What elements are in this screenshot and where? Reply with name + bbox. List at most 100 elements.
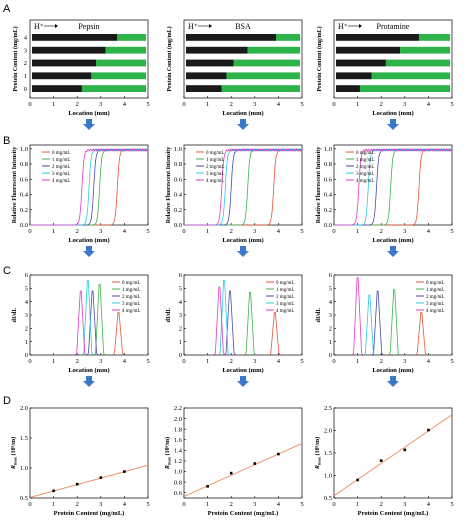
lane-dark-segment xyxy=(336,59,386,67)
legend-label: 2 mg/mL xyxy=(52,165,70,170)
y-tick-label: 1.5 xyxy=(324,450,332,457)
data-point xyxy=(379,459,383,462)
arrow-shaft xyxy=(240,246,246,251)
y-tick-label: 3 xyxy=(179,312,182,319)
legend-label: 3 mg/mL xyxy=(122,302,140,307)
x-tick-label: 2 xyxy=(380,228,383,235)
y-tick-label: 2 xyxy=(25,326,28,333)
y-tick-label: 0.6 xyxy=(324,176,333,183)
data-point xyxy=(123,470,126,473)
y-tick-label: 0.8 xyxy=(174,161,182,168)
lane-dark-segment xyxy=(32,59,97,67)
x-tick-label: 2 xyxy=(230,358,233,365)
arrow-shaft xyxy=(390,376,396,381)
y-tick-label: 1.0 xyxy=(20,465,28,472)
lane-dark-segment xyxy=(186,59,234,67)
legend-label: 4 mg/mL xyxy=(276,309,294,314)
lane-dark-segment xyxy=(336,85,360,92)
x-tick-label: 1 xyxy=(356,358,359,365)
panel-c-protamine: 0 1 2 3 4 5 0 1 2 3 4 5 6 0 mg/mL 1 mg/mL 2 mg/mL 3 mg/m… xyxy=(316,272,454,374)
y-tick-label: 0.8 xyxy=(324,161,332,168)
y-tick-label: 0.0 xyxy=(20,222,28,229)
y-tick-label: 0 xyxy=(179,352,182,359)
x-axis-label: Location (mm) xyxy=(222,237,263,244)
legend-label: 0 mg/mL xyxy=(206,151,224,156)
series-line xyxy=(184,148,302,226)
proton-arrow-head xyxy=(359,24,362,28)
y-axis-label: dI/dL xyxy=(12,308,18,323)
lane-dark-segment xyxy=(32,72,92,80)
x-tick-label: 1 xyxy=(52,101,55,108)
series-line xyxy=(334,148,453,226)
lane-dark-segment xyxy=(336,46,401,54)
x-axis-label: Location (mm) xyxy=(372,110,413,117)
lane-green-segment xyxy=(359,85,450,92)
x-tick-label: 3 xyxy=(253,358,256,365)
x-tick-label: 3 xyxy=(403,101,406,108)
x-tick-label: 5 xyxy=(450,358,453,365)
y-tick-label: 0 xyxy=(329,352,332,359)
arrow-head xyxy=(83,251,95,257)
x-tick-label: 0 xyxy=(182,501,185,508)
y-tick-label: 0.8 xyxy=(20,161,28,168)
x-tick-label: 2 xyxy=(380,358,383,365)
data-point xyxy=(75,482,79,486)
x-tick-label: 4 xyxy=(123,358,127,365)
y-label-subscript: max xyxy=(13,456,18,465)
x-tick-label: 4 xyxy=(277,228,281,235)
proton-label: H⁺ xyxy=(34,22,44,31)
panel-label-c: C xyxy=(3,265,11,277)
lane-dark-segment xyxy=(32,34,118,41)
y-label-unit: (10⁶/m) xyxy=(164,437,171,457)
x-tick-label: 4 xyxy=(123,228,127,235)
peak-line xyxy=(388,289,400,356)
lane-green-segment xyxy=(385,59,450,67)
y-label-symbol: R xyxy=(11,465,17,470)
series-line xyxy=(184,148,303,226)
proton-label: H⁺ xyxy=(338,22,348,31)
legend-label: 1 mg/mL xyxy=(52,158,70,163)
x-tick-label: 1 xyxy=(206,358,209,365)
legend-label: 3 mg/mL xyxy=(206,172,224,177)
x-tick-label: 0 xyxy=(28,228,31,235)
x-tick-label: 4 xyxy=(277,101,281,108)
y-tick-label: 1 xyxy=(179,339,182,346)
lane-dark-segment xyxy=(336,72,372,80)
y-tick-label: 2.0 xyxy=(174,416,182,423)
flow-arrow xyxy=(83,119,95,130)
arrow-head xyxy=(237,251,249,257)
y-tick-label: 4 xyxy=(329,299,333,306)
lane-dark-segment xyxy=(186,85,222,92)
y-tick-label: 5 xyxy=(25,286,28,293)
column-title: Pepsin xyxy=(78,22,99,31)
series-line xyxy=(334,148,453,226)
x-tick-label: 1 xyxy=(52,358,55,365)
y-tick-label: 1 xyxy=(24,73,27,80)
series-line xyxy=(184,148,303,226)
lane-green-segment xyxy=(418,34,450,41)
y-tick-label: 1.0 xyxy=(324,473,332,480)
y-tick-label: 6 xyxy=(179,272,183,279)
lane-green-segment xyxy=(247,46,300,54)
legend-label: 3 mg/mL xyxy=(356,172,374,177)
panel-label-b: B xyxy=(3,135,10,147)
peak-line xyxy=(213,286,226,356)
y-tick-label: 2.2 xyxy=(174,405,182,412)
x-tick-label: 4 xyxy=(427,501,431,508)
x-tick-label: 5 xyxy=(450,101,453,108)
y-tick-label: 1.0 xyxy=(324,146,332,153)
y-tick-label: 0.6 xyxy=(174,176,183,183)
x-tick-label: 4 xyxy=(277,501,281,508)
y-tick-label: 6 xyxy=(329,272,333,279)
peak-line xyxy=(86,290,99,356)
panel-d-protamine: 0 1 2 3 4 5 0.5 1.0 1.5 2.0 2.5 Protein Content (mg… xyxy=(314,405,454,517)
panel-label-a: A xyxy=(3,3,11,15)
series-line xyxy=(30,148,149,226)
y-axis-label: Protein Content (mg/mL) xyxy=(12,26,19,91)
flow-arrow xyxy=(237,376,249,387)
x-tick-label: 2 xyxy=(76,501,79,508)
lane-green-segment xyxy=(221,85,300,92)
peak-line xyxy=(224,290,236,356)
x-tick-label: 0 xyxy=(182,101,185,108)
y-label-symbol: R xyxy=(165,465,171,470)
